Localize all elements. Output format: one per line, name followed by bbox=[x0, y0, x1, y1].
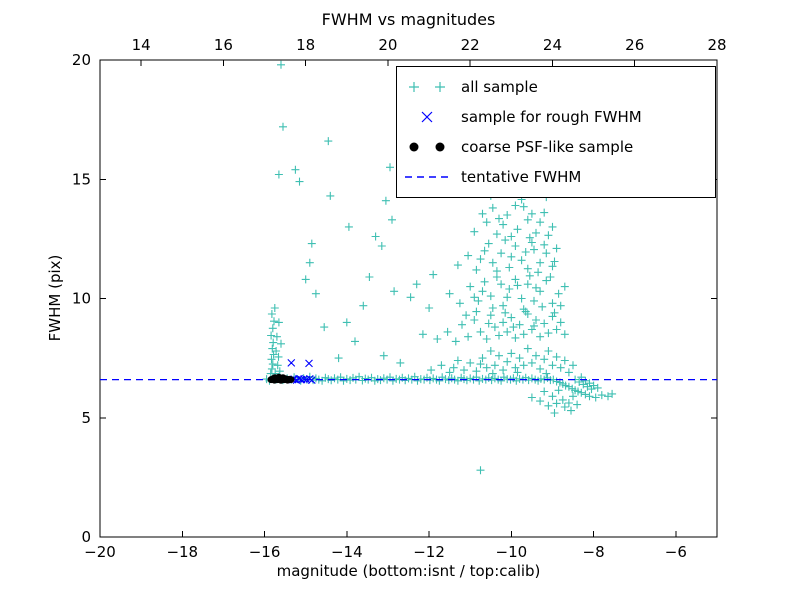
dot-marker-icon bbox=[409, 142, 445, 152]
tick-label: 20 bbox=[72, 51, 91, 69]
tick-label: 22 bbox=[461, 36, 480, 54]
tick-label: 26 bbox=[625, 36, 644, 54]
dashed-line-icon bbox=[405, 176, 451, 178]
tick-label: −20 bbox=[84, 543, 116, 561]
legend-label-tentative-fwhm: tentative FWHM bbox=[461, 168, 582, 186]
legend-entry-coarse-psf: coarse PSF-like sample bbox=[397, 132, 715, 162]
legend-label-rough-fwhm: sample for rough FWHM bbox=[461, 108, 642, 126]
legend: all sample sample for rough FWHM coarse … bbox=[396, 66, 716, 198]
legend-label-coarse-psf: coarse PSF-like sample bbox=[461, 138, 634, 156]
tick-label: 14 bbox=[132, 36, 151, 54]
tick-label: −8 bbox=[583, 543, 605, 561]
x-marker-icon bbox=[421, 111, 433, 123]
tick-label: 18 bbox=[296, 36, 315, 54]
tick-label: 5 bbox=[81, 409, 91, 427]
tick-label: −12 bbox=[413, 543, 445, 561]
tick-label: 16 bbox=[214, 36, 233, 54]
legend-entry-tentative-fwhm: tentative FWHM bbox=[397, 162, 715, 192]
tick-label: 20 bbox=[378, 36, 397, 54]
legend-entry-rough-fwhm: sample for rough FWHM bbox=[397, 102, 715, 132]
tick-label: 0 bbox=[81, 528, 91, 546]
x-axis-label: magnitude (bottom:isnt / top:calib) bbox=[276, 562, 541, 580]
axis-ticks bbox=[99, 59, 718, 538]
tick-label: −16 bbox=[249, 543, 281, 561]
tick-label: −18 bbox=[166, 543, 198, 561]
tick-label: 28 bbox=[707, 36, 726, 54]
series-coarse-psf-like-sample bbox=[267, 373, 295, 384]
legend-label-all-sample: all sample bbox=[461, 78, 538, 96]
y-axis-label: FWHM (pix) bbox=[46, 254, 64, 342]
chart-title: FWHM vs magnitudes bbox=[321, 10, 496, 29]
tick-label: 15 bbox=[72, 170, 91, 188]
tick-label: 10 bbox=[72, 290, 91, 308]
tick-label: −10 bbox=[496, 543, 528, 561]
tick-label: 24 bbox=[543, 36, 562, 54]
series-all-sample bbox=[262, 60, 617, 475]
tick-label: −6 bbox=[665, 543, 687, 561]
legend-entry-all-sample: all sample bbox=[397, 72, 715, 102]
tick-labels: −20 −18 −16 −14 −12 −10 −8 −6 14 16 18 20 22 24 26 28 0 5… bbox=[72, 36, 727, 561]
tick-label: −14 bbox=[331, 543, 363, 561]
plus-marker-icon bbox=[409, 82, 445, 92]
